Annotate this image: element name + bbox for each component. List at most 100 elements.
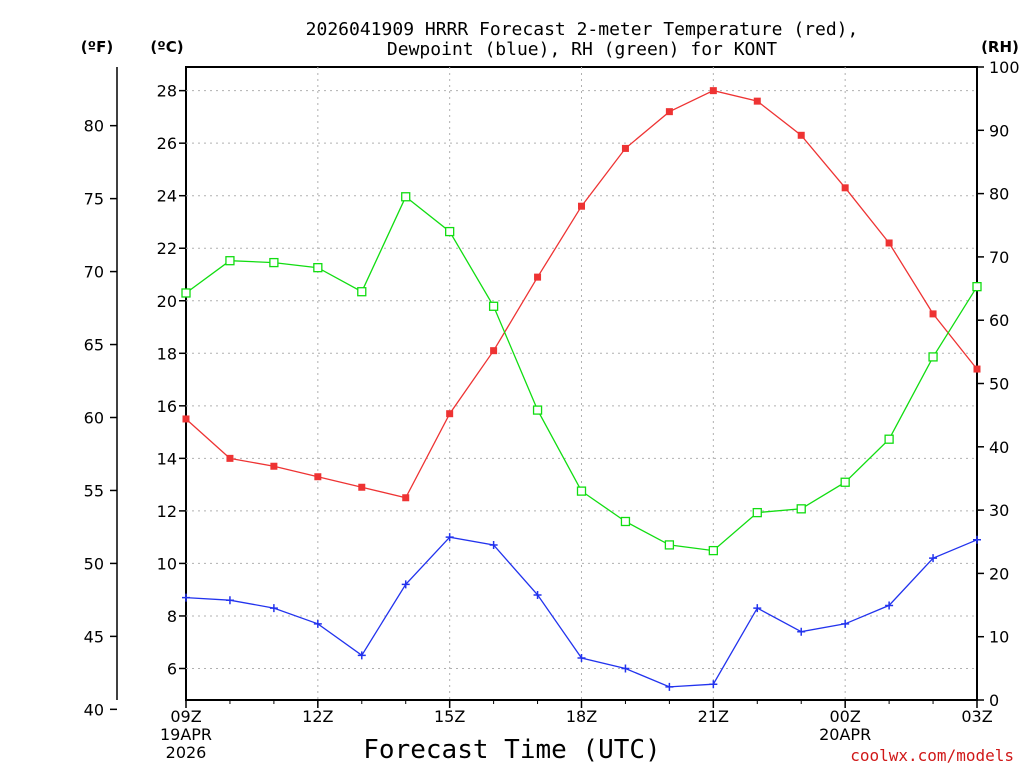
temperature-point xyxy=(402,494,410,502)
rh-point xyxy=(708,545,718,556)
rh-tick-label: 10 xyxy=(989,628,1009,647)
celsius-unit-label: (ºC) xyxy=(150,38,183,56)
x-axis-label: Forecast Time (UTC) xyxy=(363,735,660,765)
rh-tick-label: 90 xyxy=(989,121,1009,140)
rh-point xyxy=(620,516,631,527)
rh-point xyxy=(532,405,543,415)
celsius-tick-label: 28 xyxy=(157,82,177,101)
dewpoint-point xyxy=(445,533,454,542)
dewpoint-point xyxy=(182,593,190,602)
celsius-tick-label: 20 xyxy=(157,292,177,311)
temperature-point xyxy=(226,454,234,462)
dewpoint-point xyxy=(577,653,586,662)
rh-point xyxy=(181,288,191,298)
rh-tick-label: 100 xyxy=(989,58,1020,77)
credit-label: coolwx.com/models xyxy=(850,746,1014,765)
plot-frame xyxy=(185,66,978,701)
rh-tick-label: 80 xyxy=(989,185,1009,204)
x-tick-label: 12Z xyxy=(302,707,333,726)
celsius-tick-label: 14 xyxy=(157,449,177,468)
temperature-point xyxy=(885,239,893,247)
temperature-point xyxy=(182,415,190,423)
dewpoint-point xyxy=(489,541,498,550)
rh-tick-label: 70 xyxy=(989,248,1009,267)
dewpoint-point xyxy=(973,535,981,544)
celsius-tick-label: 26 xyxy=(157,134,177,153)
rh-tick-label: 50 xyxy=(989,375,1009,394)
rh-tick-label: 60 xyxy=(989,311,1009,330)
celsius-tick-label: 12 xyxy=(157,502,177,521)
chart-title-line1: 2026041909 HRRR Forecast 2-meter Tempera… xyxy=(306,19,859,40)
rh-point xyxy=(928,352,938,362)
dewpoint-point xyxy=(357,651,366,660)
temperature-point xyxy=(753,97,761,105)
fahrenheit-unit-label: (ºF) xyxy=(81,38,113,56)
grid xyxy=(186,67,977,700)
x-tick-year-label: 2026 xyxy=(166,743,207,762)
rh-point xyxy=(269,257,279,268)
rh-point xyxy=(313,263,323,273)
fahrenheit-tick-label: 50 xyxy=(84,554,104,573)
fahrenheit-tick-label: 40 xyxy=(84,700,104,719)
x-tick-date-label: 19APR xyxy=(160,725,212,744)
rh-tick-label: 40 xyxy=(989,438,1009,457)
dewpoint-point xyxy=(225,596,234,605)
dewpoint-point xyxy=(533,590,542,599)
temperature-point xyxy=(709,87,717,95)
dewpoint-point xyxy=(753,604,762,613)
temperature-point xyxy=(578,202,585,210)
rh-point xyxy=(576,486,587,496)
temperature-point xyxy=(841,184,849,192)
celsius-tick-label: 16 xyxy=(157,397,177,416)
rh-tick-label: 0 xyxy=(989,691,999,710)
dewpoint-point xyxy=(885,601,894,610)
dewpoint-point xyxy=(709,680,718,689)
x-tick-label: 18Z xyxy=(566,707,597,726)
rh-point xyxy=(664,540,675,550)
celsius-tick-label: 6 xyxy=(167,659,177,678)
temperature-point xyxy=(490,347,498,355)
rh-point xyxy=(225,256,235,266)
dewpoint-point xyxy=(269,604,278,613)
celsius-tick-label: 22 xyxy=(157,239,177,258)
dewpoint-point xyxy=(621,664,630,673)
temperature-point xyxy=(797,131,805,139)
x-tick-label: 03Z xyxy=(961,707,992,726)
rh-point xyxy=(972,282,982,292)
dewpoint-point xyxy=(665,682,674,691)
dewpoint-point xyxy=(401,580,410,589)
rh-point xyxy=(357,287,367,297)
temperature-point xyxy=(358,483,366,491)
rh-point xyxy=(752,507,762,518)
fahrenheit-tick-label: 70 xyxy=(84,263,104,282)
temperature-point xyxy=(446,410,454,418)
celsius-tick-label: 8 xyxy=(167,607,177,626)
temperature-point xyxy=(270,462,278,470)
rh-point xyxy=(401,192,411,202)
dewpoint-point xyxy=(841,619,850,628)
rh-tick-label: 20 xyxy=(989,564,1009,583)
rh-point xyxy=(445,226,455,237)
dewpoint-point xyxy=(313,619,322,628)
celsius-tick-label: 10 xyxy=(157,554,177,573)
dewpoint-point xyxy=(929,554,938,563)
x-tick-label: 00Z xyxy=(830,707,861,726)
rh-point xyxy=(488,301,499,311)
rh-tick-label: 30 xyxy=(989,501,1009,520)
temperature-point xyxy=(973,365,981,373)
fahrenheit-tick-label: 75 xyxy=(84,190,104,209)
temperature-point xyxy=(314,473,322,481)
rh-point xyxy=(840,477,850,487)
x-tick-label: 15Z xyxy=(434,707,465,726)
rh-point xyxy=(796,504,806,514)
fahrenheit-tick-label: 80 xyxy=(84,117,104,136)
temperature-point xyxy=(665,108,673,116)
rh-point xyxy=(884,434,894,444)
dewpoint-point xyxy=(797,627,806,636)
x-tick-date-label: 20APR xyxy=(819,725,871,744)
fahrenheit-tick-label: 55 xyxy=(84,481,104,500)
fahrenheit-tick-label: 45 xyxy=(84,627,104,646)
celsius-tick-label: 18 xyxy=(157,344,177,363)
